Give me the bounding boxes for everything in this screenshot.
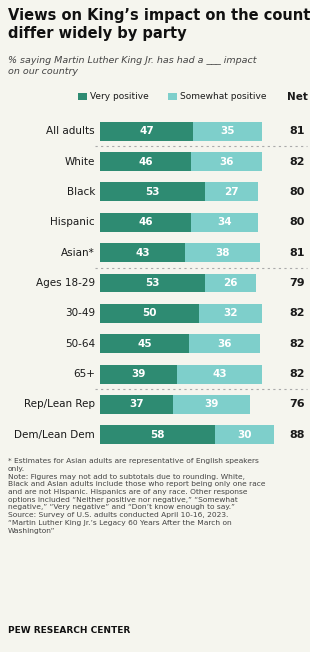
Text: 76: 76: [289, 400, 305, 409]
Text: White: White: [64, 156, 95, 166]
Text: % saying Martin Luther King Jr. has had a ___ impact
on our country: % saying Martin Luther King Jr. has had …: [8, 56, 256, 76]
Text: 88: 88: [289, 430, 305, 440]
Text: 82: 82: [289, 369, 305, 379]
Text: 53: 53: [145, 278, 160, 288]
Bar: [78, 93, 87, 100]
Text: 53: 53: [145, 187, 160, 197]
Text: 82: 82: [289, 308, 305, 318]
Bar: [100, 274, 205, 292]
Bar: [100, 183, 205, 201]
Bar: [100, 152, 191, 171]
Text: Hispanic: Hispanic: [50, 217, 95, 228]
Text: 82: 82: [289, 156, 305, 166]
Text: 37: 37: [129, 400, 144, 409]
Text: 47: 47: [139, 126, 154, 136]
Text: 82: 82: [289, 339, 305, 349]
Text: Dem/Lean Dem: Dem/Lean Dem: [14, 430, 95, 440]
Bar: [177, 364, 262, 383]
Bar: [100, 334, 189, 353]
Text: 39: 39: [205, 400, 219, 409]
Text: 34: 34: [217, 217, 232, 228]
Text: 39: 39: [131, 369, 146, 379]
Text: 80: 80: [289, 217, 305, 228]
Bar: [173, 395, 250, 414]
Text: 58: 58: [150, 430, 165, 440]
Text: All adults: All adults: [46, 126, 95, 136]
Text: 36: 36: [217, 339, 232, 349]
Text: Rep/Lean Rep: Rep/Lean Rep: [24, 400, 95, 409]
Text: Net: Net: [286, 91, 308, 102]
Text: 50: 50: [142, 308, 157, 318]
Bar: [185, 243, 260, 262]
Text: Asian*: Asian*: [61, 248, 95, 258]
Text: Somewhat positive: Somewhat positive: [180, 92, 267, 101]
Text: 36: 36: [219, 156, 234, 166]
Text: 65+: 65+: [73, 369, 95, 379]
Bar: [100, 425, 215, 444]
Text: 43: 43: [135, 248, 150, 258]
Bar: [199, 304, 262, 323]
Text: 35: 35: [220, 126, 235, 136]
Text: 81: 81: [289, 126, 305, 136]
Text: 81: 81: [289, 248, 305, 258]
Bar: [100, 364, 177, 383]
Text: PEW RESEARCH CENTER: PEW RESEARCH CENTER: [8, 626, 130, 635]
Bar: [100, 243, 185, 262]
Text: 46: 46: [138, 217, 153, 228]
Bar: [100, 213, 191, 231]
Text: * Estimates for Asian adults are representative of English speakers
only.
Note: : * Estimates for Asian adults are represe…: [8, 458, 265, 534]
Text: 50-64: 50-64: [65, 339, 95, 349]
Text: 38: 38: [215, 248, 230, 258]
Bar: [191, 152, 262, 171]
Text: 46: 46: [138, 156, 153, 166]
Text: Views on King’s impact on the country
differ widely by party: Views on King’s impact on the country di…: [8, 8, 310, 41]
Bar: [168, 93, 177, 100]
Bar: [189, 334, 260, 353]
Text: 79: 79: [289, 278, 305, 288]
Bar: [215, 425, 274, 444]
Text: 43: 43: [212, 369, 227, 379]
Text: 26: 26: [223, 278, 238, 288]
Bar: [205, 274, 256, 292]
Bar: [205, 183, 258, 201]
Bar: [193, 122, 262, 141]
Bar: [191, 213, 258, 231]
Text: 30-49: 30-49: [65, 308, 95, 318]
Text: 32: 32: [223, 308, 238, 318]
Text: 45: 45: [137, 339, 152, 349]
Bar: [100, 122, 193, 141]
Text: Ages 18-29: Ages 18-29: [36, 278, 95, 288]
Bar: [100, 304, 199, 323]
Text: 80: 80: [289, 187, 305, 197]
Text: Very positive: Very positive: [90, 92, 149, 101]
Text: Black: Black: [67, 187, 95, 197]
Text: 30: 30: [237, 430, 252, 440]
Bar: [100, 395, 173, 414]
Text: 27: 27: [224, 187, 239, 197]
